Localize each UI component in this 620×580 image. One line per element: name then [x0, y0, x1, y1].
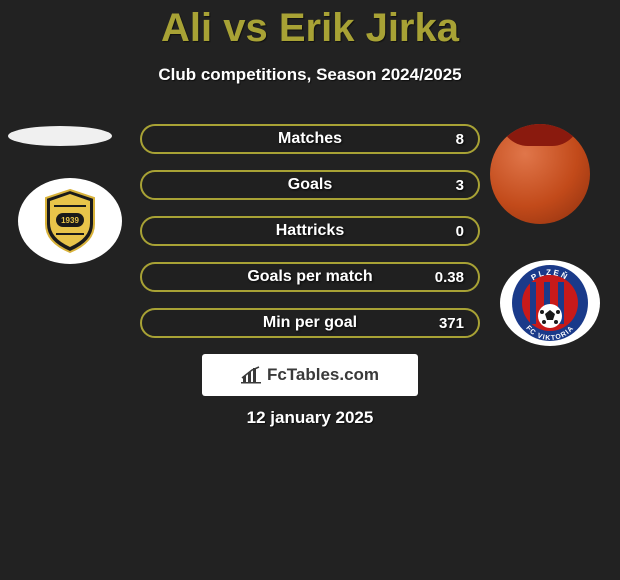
club-left-badge: 1939 — [18, 178, 122, 264]
club-right-badge: PLZEŇ FC VIKTORIA — [500, 260, 600, 346]
stat-value-right: 8 — [456, 131, 464, 148]
stat-row-min-per-goal: Min per goal 371 — [140, 308, 480, 338]
stat-value-right: 0 — [456, 223, 464, 240]
kalpa-shield-icon: 1939 — [40, 188, 100, 254]
viktoria-plzen-crest-icon: PLZEŇ FC VIKTORIA — [500, 260, 600, 346]
subtitle: Club competitions, Season 2024/2025 — [0, 65, 620, 85]
stat-value-right: 3 — [456, 177, 464, 194]
page-title: Ali vs Erik Jirka — [0, 0, 620, 51]
stat-row-goals: Goals 3 — [140, 170, 480, 200]
player-left-avatar — [8, 126, 112, 146]
stat-row-hattricks: Hattricks 0 — [140, 216, 480, 246]
club-left-year: 1939 — [61, 216, 79, 225]
stat-label: Matches — [278, 130, 342, 148]
player-right-avatar — [490, 124, 590, 224]
brand-text: FcTables.com — [267, 365, 379, 385]
stats-block: Matches 8 Goals 3 Hattricks 0 Goals per … — [140, 124, 480, 354]
stat-label: Goals — [288, 176, 332, 194]
date-line: 12 january 2025 — [0, 408, 620, 428]
bar-chart-icon — [241, 366, 263, 384]
stat-row-matches: Matches 8 — [140, 124, 480, 154]
brand-box[interactable]: FcTables.com — [202, 354, 418, 396]
stat-row-goals-per-match: Goals per match 0.38 — [140, 262, 480, 292]
stat-label: Min per goal — [263, 314, 357, 332]
stat-value-right: 0.38 — [435, 269, 464, 286]
stat-value-right: 371 — [439, 315, 464, 332]
stat-label: Hattricks — [276, 222, 344, 240]
stat-label: Goals per match — [247, 268, 372, 286]
